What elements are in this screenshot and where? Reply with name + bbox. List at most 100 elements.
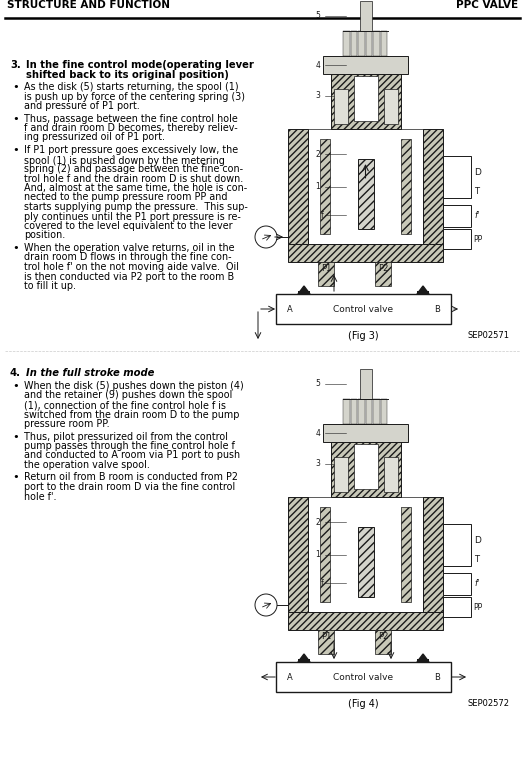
Text: (Fig 4): (Fig 4) <box>348 699 379 709</box>
Bar <box>360 1 372 31</box>
Bar <box>365 31 372 56</box>
Bar <box>323 56 408 74</box>
Polygon shape <box>417 654 429 662</box>
Bar <box>358 399 364 424</box>
Bar <box>276 294 451 324</box>
Text: PPC VALVE: PPC VALVE <box>456 0 518 10</box>
Text: 2: 2 <box>317 518 323 527</box>
Bar <box>308 497 423 612</box>
Text: T: T <box>474 555 479 565</box>
Bar <box>308 129 423 244</box>
Bar <box>331 74 401 129</box>
Text: 5: 5 <box>316 379 323 388</box>
Text: (1), connection of the fine control hole f is: (1), connection of the fine control hole… <box>24 400 226 410</box>
Bar <box>358 527 373 597</box>
Bar <box>381 31 387 56</box>
Text: and pressure of P1 port.: and pressure of P1 port. <box>24 101 140 111</box>
Text: 5: 5 <box>316 11 323 21</box>
Bar <box>298 291 310 294</box>
Bar <box>373 399 380 424</box>
Text: ing pressurized oil of P1 port.: ing pressurized oil of P1 port. <box>24 133 165 142</box>
Bar <box>331 442 401 497</box>
Text: drain room D flows in through the fine con-: drain room D flows in through the fine c… <box>24 253 232 263</box>
Bar <box>343 399 350 424</box>
Text: and the retainer (9) pushes down the spool: and the retainer (9) pushes down the spo… <box>24 391 233 401</box>
Text: 3: 3 <box>316 460 323 469</box>
Text: P1: P1 <box>321 632 331 641</box>
Text: f': f' <box>474 579 479 588</box>
Text: to fill it up.: to fill it up. <box>24 281 76 291</box>
Text: •: • <box>13 431 19 441</box>
Bar <box>320 139 330 234</box>
Text: hole f'.: hole f'. <box>24 492 57 502</box>
Text: When the operation valve returns, oil in the: When the operation valve returns, oil in… <box>24 243 235 253</box>
Text: PP: PP <box>473 603 482 611</box>
Bar <box>318 262 334 286</box>
Text: •: • <box>13 145 19 155</box>
Text: If P1 port pressure goes excessively low, the: If P1 port pressure goes excessively low… <box>24 145 238 155</box>
Bar <box>288 612 443 630</box>
Text: Return oil from B room is conducted from P2: Return oil from B room is conducted from… <box>24 473 238 483</box>
Text: starts supplying pump the pressure.  This sup-: starts supplying pump the pressure. This… <box>24 202 248 212</box>
Text: shifted back to its original position): shifted back to its original position) <box>26 70 229 80</box>
Text: D: D <box>474 169 481 177</box>
Text: •: • <box>13 82 19 92</box>
Text: nected to the pump pressure room PP and: nected to the pump pressure room PP and <box>24 192 227 202</box>
Bar <box>353 76 377 121</box>
Text: Control valve: Control valve <box>333 673 394 682</box>
Bar <box>320 507 330 602</box>
Text: switched from the drain room D to the pump: switched from the drain room D to the pu… <box>24 410 239 420</box>
Text: is push up by force of the centering spring (3): is push up by force of the centering spr… <box>24 91 245 102</box>
Polygon shape <box>298 286 310 294</box>
Text: SEP02572: SEP02572 <box>468 699 510 708</box>
Text: port to the drain room D via the fine control: port to the drain room D via the fine co… <box>24 482 235 492</box>
Text: 3.: 3. <box>10 60 21 70</box>
Text: (Fig 3): (Fig 3) <box>348 331 379 341</box>
Text: 4: 4 <box>316 61 323 70</box>
Text: position.: position. <box>24 231 65 241</box>
Bar <box>333 89 348 124</box>
Text: STRUCTURE AND FUNCTION: STRUCTURE AND FUNCTION <box>7 0 170 10</box>
Bar <box>443 229 471 249</box>
Bar <box>276 662 451 692</box>
Text: In the fine control mode(operating lever: In the fine control mode(operating lever <box>26 60 254 70</box>
Bar <box>333 457 348 492</box>
Text: Thus, passage between the fine control hole: Thus, passage between the fine control h… <box>24 113 238 123</box>
Text: is then conducted via P2 port to the room B: is then conducted via P2 port to the roo… <box>24 271 234 281</box>
Bar <box>351 399 357 424</box>
Bar <box>375 262 391 286</box>
Text: 1: 1 <box>317 182 323 191</box>
Bar <box>417 291 429 294</box>
Bar <box>443 205 471 227</box>
Polygon shape <box>298 654 310 662</box>
Text: P2: P2 <box>378 632 388 641</box>
Text: f': f' <box>474 211 479 221</box>
Ellipse shape <box>255 594 277 616</box>
Bar <box>401 139 411 234</box>
Text: Control valve: Control valve <box>333 305 394 313</box>
Bar <box>383 457 397 492</box>
Text: 1: 1 <box>317 550 323 559</box>
Text: trol hole f and the drain room D is shut down.: trol hole f and the drain room D is shut… <box>24 174 243 184</box>
Bar <box>353 444 377 489</box>
Bar <box>375 630 391 654</box>
Bar <box>443 597 471 617</box>
Text: trol hole f' on the not moving aide valve.  Oil: trol hole f' on the not moving aide valv… <box>24 262 239 272</box>
Text: And, almost at the same time, the hole is con-: And, almost at the same time, the hole i… <box>24 183 247 193</box>
Text: covered to the level equivalent to the lever: covered to the level equivalent to the l… <box>24 221 233 231</box>
Text: T: T <box>474 187 479 196</box>
Bar <box>288 129 308 244</box>
Text: PP: PP <box>473 234 482 244</box>
Text: the operation valve spool.: the operation valve spool. <box>24 460 150 470</box>
Text: D: D <box>474 536 481 545</box>
Bar <box>443 573 471 594</box>
Text: f and drain room D becomes, thereby reliev-: f and drain room D becomes, thereby reli… <box>24 123 238 133</box>
Bar <box>417 659 429 662</box>
Text: •: • <box>13 113 19 123</box>
Text: In the full stroke mode: In the full stroke mode <box>26 368 154 378</box>
Bar <box>381 399 387 424</box>
Text: As the disk (5) starts returning, the spool (1): As the disk (5) starts returning, the sp… <box>24 82 239 92</box>
Ellipse shape <box>255 226 277 248</box>
Text: f: f <box>321 211 323 220</box>
Bar <box>423 497 443 612</box>
